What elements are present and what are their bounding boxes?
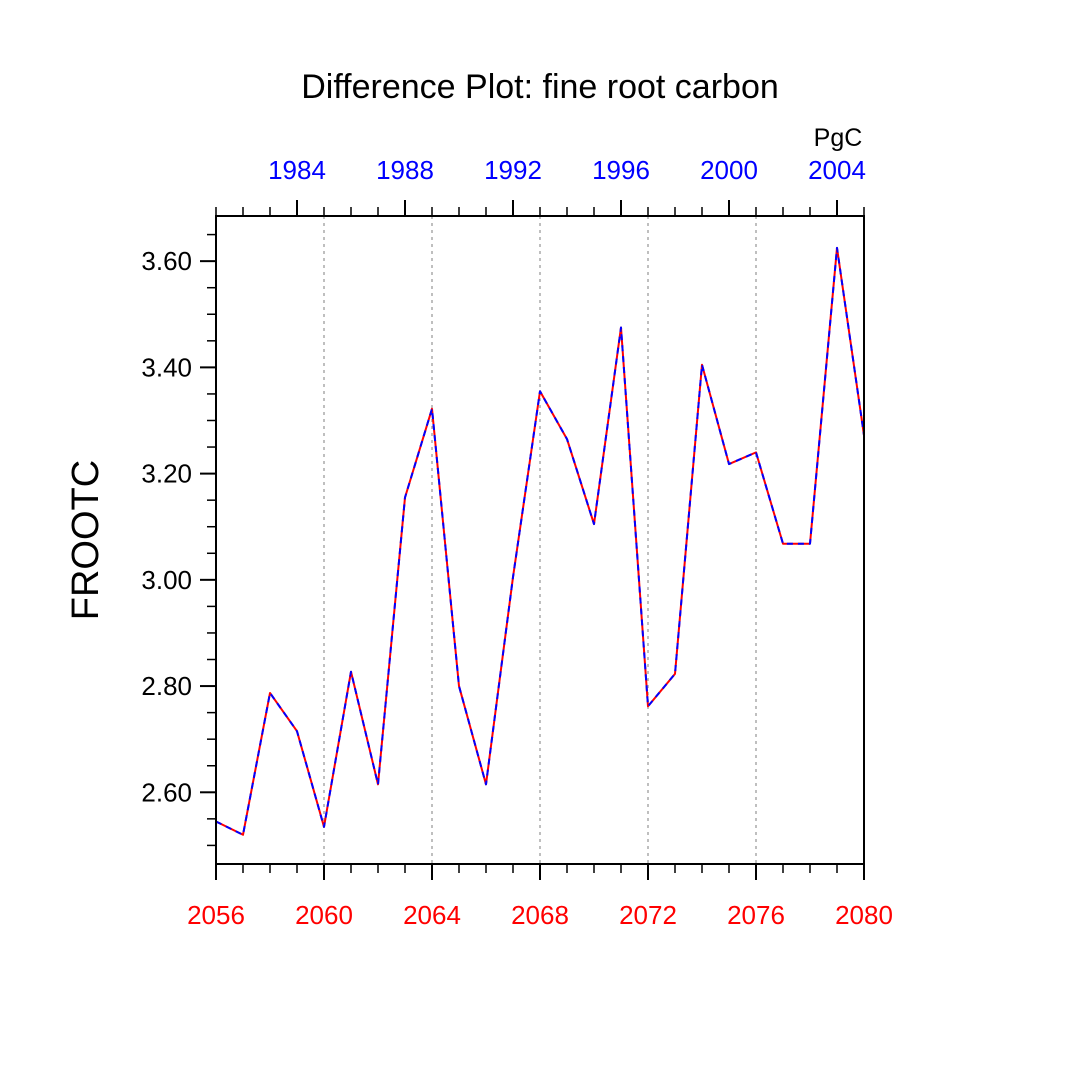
- x-tick-label: 2060: [295, 900, 353, 930]
- x-tick-label: 2080: [835, 900, 893, 930]
- x-top-tick-label: 2004: [808, 155, 866, 185]
- y-tick-label: 3.40: [141, 352, 192, 382]
- x-top-tick-label: 1988: [376, 155, 434, 185]
- axis-ticks: [200, 200, 865, 880]
- x-tick-label: 2068: [511, 900, 569, 930]
- x-top-tick-label: 1984: [268, 155, 326, 185]
- x-tick-label: 2076: [727, 900, 785, 930]
- data-series: [215, 246, 865, 836]
- x-top-tick-label: 1996: [592, 155, 650, 185]
- series-line-top-axis: [215, 246, 865, 836]
- tick-labels: 2056 2060 2064 2068 2072 2076 2080 1984 1988 1992…: [141, 155, 893, 930]
- y-tick-label: 3.20: [141, 459, 192, 489]
- y-tick-label: 3.00: [141, 565, 192, 595]
- y-tick-label: 2.60: [141, 777, 192, 807]
- chart-title: Difference Plot: fine root carbon: [301, 68, 779, 106]
- x-top-tick-label: 1992: [484, 155, 542, 185]
- y-tick-label: 3.60: [141, 246, 192, 276]
- units-label: PgC: [814, 124, 863, 152]
- x-tick-label: 2064: [403, 900, 461, 930]
- x-top-tick-label: 2000: [700, 155, 758, 185]
- y-tick-label: 2.80: [141, 671, 192, 701]
- x-tick-label: 2056: [187, 900, 245, 930]
- y-axis-label: FROOTC: [65, 460, 107, 620]
- x-tick-label: 2072: [619, 900, 677, 930]
- grid-lines: [323, 216, 757, 864]
- plot-frame: [215, 215, 865, 865]
